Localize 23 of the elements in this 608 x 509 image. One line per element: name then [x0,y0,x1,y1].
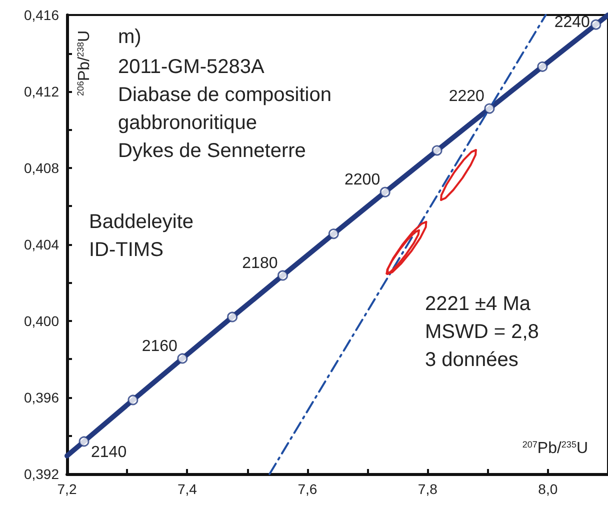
annotation: Baddeleyite ID-TIMS [89,211,194,261]
annotation: 2180 [242,254,278,272]
y-tick-label: 0,416 [24,7,60,23]
text: 2011-GM-5283A Diabase de composition gabbronoritique Dykes de Senneterre [118,56,332,162]
y-axis-title: 206Pb/238U [76,30,93,96]
x-tick-label: 8,0 [538,481,558,497]
y-tick-label: 0,412 [24,84,60,100]
annotation: 2200 [344,172,380,189]
x-tick-label: 7,6 [298,481,318,497]
annotation: 2221 ±4 Ma MSWD = 2,8 3 données [425,293,539,371]
y-tick-label: 0,392 [24,466,60,482]
y-tick-label: 0,404 [24,236,60,252]
annotation: 2220 [448,88,485,106]
x-tick-label: 7,8 [418,481,438,497]
y-tick-label: 0,408 [24,160,60,176]
annotation: 2240 [554,14,590,32]
text: m) [118,26,142,48]
annotation: 2140 [91,444,127,461]
x-tick-label: 7,4 [177,481,198,497]
annotation: 2160 [142,338,178,355]
y-tick-label: 0,400 [24,313,60,329]
x-tick-label: 7,2 [57,481,77,497]
y-tick-label: 0,396 [24,390,60,406]
